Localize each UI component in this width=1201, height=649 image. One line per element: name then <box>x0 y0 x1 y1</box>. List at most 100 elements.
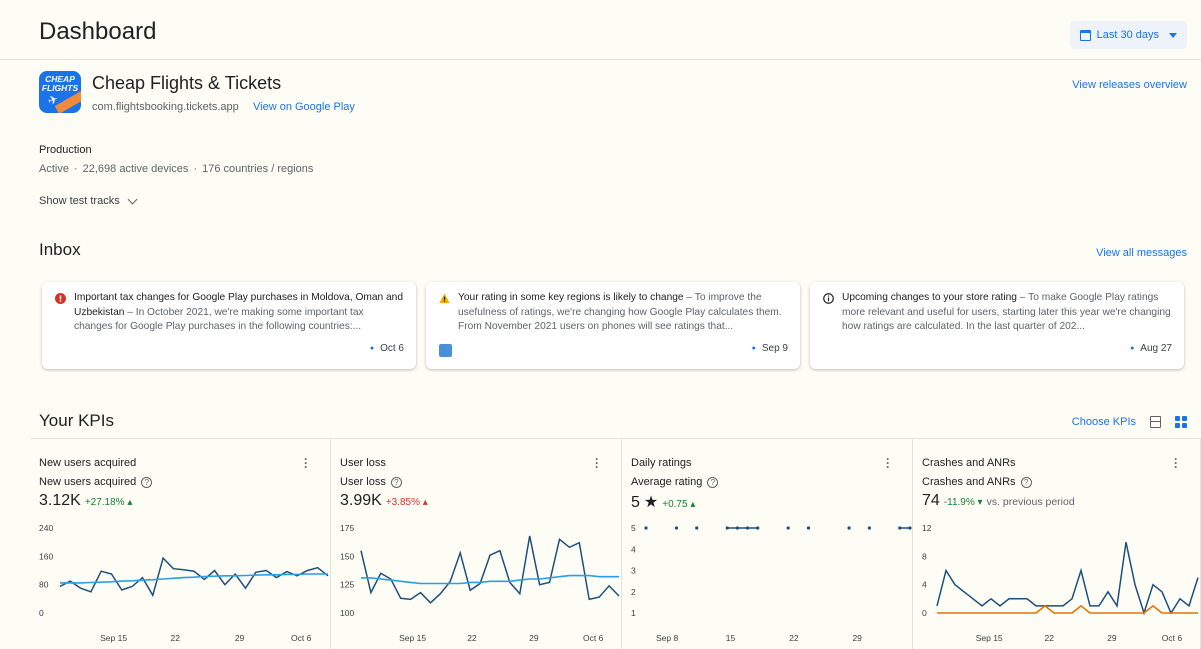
chevron-down-icon <box>127 194 138 204</box>
show-test-tracks-label: Show test tracks <box>39 195 120 207</box>
y-tick-label: 2 <box>631 587 636 597</box>
list-view-icon[interactable] <box>1150 416 1161 428</box>
kpi-value: 5 <box>631 494 640 511</box>
x-tick-label: 22 <box>789 633 799 643</box>
inbox-message-card[interactable]: Your rating in some key regions is likel… <box>426 282 800 369</box>
x-tick-label: Oct 6 <box>1162 633 1183 643</box>
help-icon[interactable]: ? <box>141 476 153 488</box>
x-tick-label: 22 <box>1044 633 1054 643</box>
y-tick-label: 12 <box>922 523 932 533</box>
message-date: Oct 6 <box>370 342 404 357</box>
app-name: Cheap Flights & Tickets <box>92 73 282 93</box>
series-line-primary <box>936 542 1199 616</box>
star-icon: ★ <box>643 494 659 511</box>
active-devices: 22,698 active devices <box>82 163 189 175</box>
inbox-message-card[interactable]: Important tax changes for Google Play pu… <box>42 282 416 369</box>
help-icon[interactable]: ? <box>390 476 402 488</box>
kpi-metric: New users acquired? <box>39 476 153 488</box>
kpi-change: -11.9% ▾ <box>943 497 983 508</box>
kpi-title: Daily ratings <box>631 457 692 469</box>
kpi-chart: 100 125 150 175 Sep 15 22 29 Oct 6 <box>340 523 620 643</box>
kpi-metric-label: Average rating <box>631 476 703 488</box>
y-tick-label: 80 <box>39 580 49 590</box>
message-date: Sep 9 <box>752 342 788 357</box>
more-vert-icon[interactable]: · · · <box>304 452 308 474</box>
countries-count: 176 countries / regions <box>202 163 314 175</box>
date-range-button[interactable]: Last 30 days <box>1069 21 1187 49</box>
production-status: Active <box>39 163 69 175</box>
kpis-title: Your KPIs <box>39 411 114 430</box>
kpi-value-row: 5 ★ +0.75 ▴ <box>631 492 699 512</box>
kpi-title: New users acquired <box>39 457 137 469</box>
production-title: Production <box>39 144 92 156</box>
kpi-title: User loss <box>340 457 386 469</box>
rating-point <box>847 526 851 530</box>
kpi-value: 3.99K <box>340 492 382 509</box>
kpi-change: +3.85% ▴ <box>385 497 428 508</box>
date-range-label: Last 30 days <box>1096 29 1159 41</box>
x-tick-label: 29 <box>529 633 539 643</box>
help-icon[interactable]: ? <box>1020 476 1032 488</box>
rating-point <box>674 526 679 530</box>
y-tick-label: 5 <box>631 523 636 533</box>
kpi-value-row: 74 -11.9% ▾ vs. previous period <box>922 492 1075 510</box>
view-releases-overview-link[interactable]: View releases overview <box>1072 79 1187 91</box>
view-all-messages-link[interactable]: View all messages <box>1096 247 1187 259</box>
kpi-card[interactable]: User loss · · · User loss? 3.99K +3.85% ▴ 100 12… <box>331 438 622 649</box>
change-arrow-icon: ▴ <box>690 499 696 510</box>
message-date: Aug 27 <box>1130 342 1172 357</box>
kpi-change: +0.75 ▴ <box>662 499 696 510</box>
rating-point <box>867 526 871 530</box>
more-vert-icon[interactable]: · · · <box>886 452 890 474</box>
choose-kpis-link[interactable]: Choose KPIs <box>1071 416 1136 428</box>
kpi-value: 74 <box>922 492 940 509</box>
x-tick-label: Sep 15 <box>399 633 426 643</box>
help-icon[interactable]: ? <box>707 476 719 488</box>
separator-dot: · <box>193 163 198 175</box>
info-icon <box>823 293 834 304</box>
y-tick-label: 125 <box>340 580 354 590</box>
y-tick-label: 0 <box>39 608 44 618</box>
rating-point <box>695 526 699 530</box>
message-title: Upcoming changes to your store rating <box>842 292 1017 303</box>
message-body: – To improve the usefulness of ratings, … <box>458 292 782 332</box>
y-tick-label: 100 <box>340 608 354 618</box>
y-tick-label: 150 <box>340 551 354 561</box>
x-tick-label: 29 <box>1107 633 1117 643</box>
kpi-card[interactable]: New users acquired · · · New users acquired?… <box>30 438 331 649</box>
warning-icon <box>439 293 450 304</box>
kpi-comparison: vs. previous period <box>986 496 1075 508</box>
change-arrow-icon: ▾ <box>977 497 983 508</box>
production-stats: Active · 22,698 active devices · 176 countri… <box>39 163 313 175</box>
x-tick-label: 29 <box>852 633 862 643</box>
rating-point <box>806 526 811 530</box>
kpi-card[interactable]: Daily ratings · · · Average rating? 5 ★ +0.75 ▴… <box>622 438 913 649</box>
rating-point <box>725 526 729 530</box>
more-vert-icon[interactable]: · · · <box>595 452 599 474</box>
view-on-google-play-link[interactable]: View on Google Play <box>253 101 355 113</box>
x-tick-label: Oct 6 <box>291 633 312 643</box>
series-line-secondary <box>937 604 1198 614</box>
series-line-primary <box>59 556 329 598</box>
more-vert-icon[interactable]: · · · <box>1174 452 1178 474</box>
x-tick-label: Sep 15 <box>100 633 127 643</box>
error-icon <box>55 293 66 304</box>
inbox-message-card[interactable]: Upcoming changes to your store rating – … <box>810 282 1184 369</box>
x-tick-label: Sep 15 <box>976 633 1003 643</box>
show-test-tracks-button[interactable]: Show test tracks <box>39 194 138 207</box>
message-body: – In October 2021, we're making some imp… <box>74 306 364 333</box>
kpi-card[interactable]: Crashes and ANRs · · · Crashes and ANRs? 74 -1… <box>913 438 1201 649</box>
y-tick-label: 4 <box>631 544 636 554</box>
attachment-thumbnail-icon <box>439 344 452 357</box>
x-tick-label: 15 <box>726 633 736 643</box>
grid-view-icon[interactable] <box>1175 416 1187 428</box>
rating-point <box>644 526 648 530</box>
x-tick-label: 22 <box>171 633 181 643</box>
kpi-metric: Average rating? <box>631 476 719 488</box>
app-icon: CHEAP FLIGHTS ✈ <box>39 71 81 113</box>
y-tick-label: 1 <box>631 608 636 618</box>
inbox-title: Inbox <box>39 240 81 259</box>
kpi-value-row: 3.12K +27.18% ▴ <box>39 492 136 510</box>
kpi-metric: User loss? <box>340 476 402 488</box>
x-tick-label: Oct 6 <box>583 633 604 643</box>
